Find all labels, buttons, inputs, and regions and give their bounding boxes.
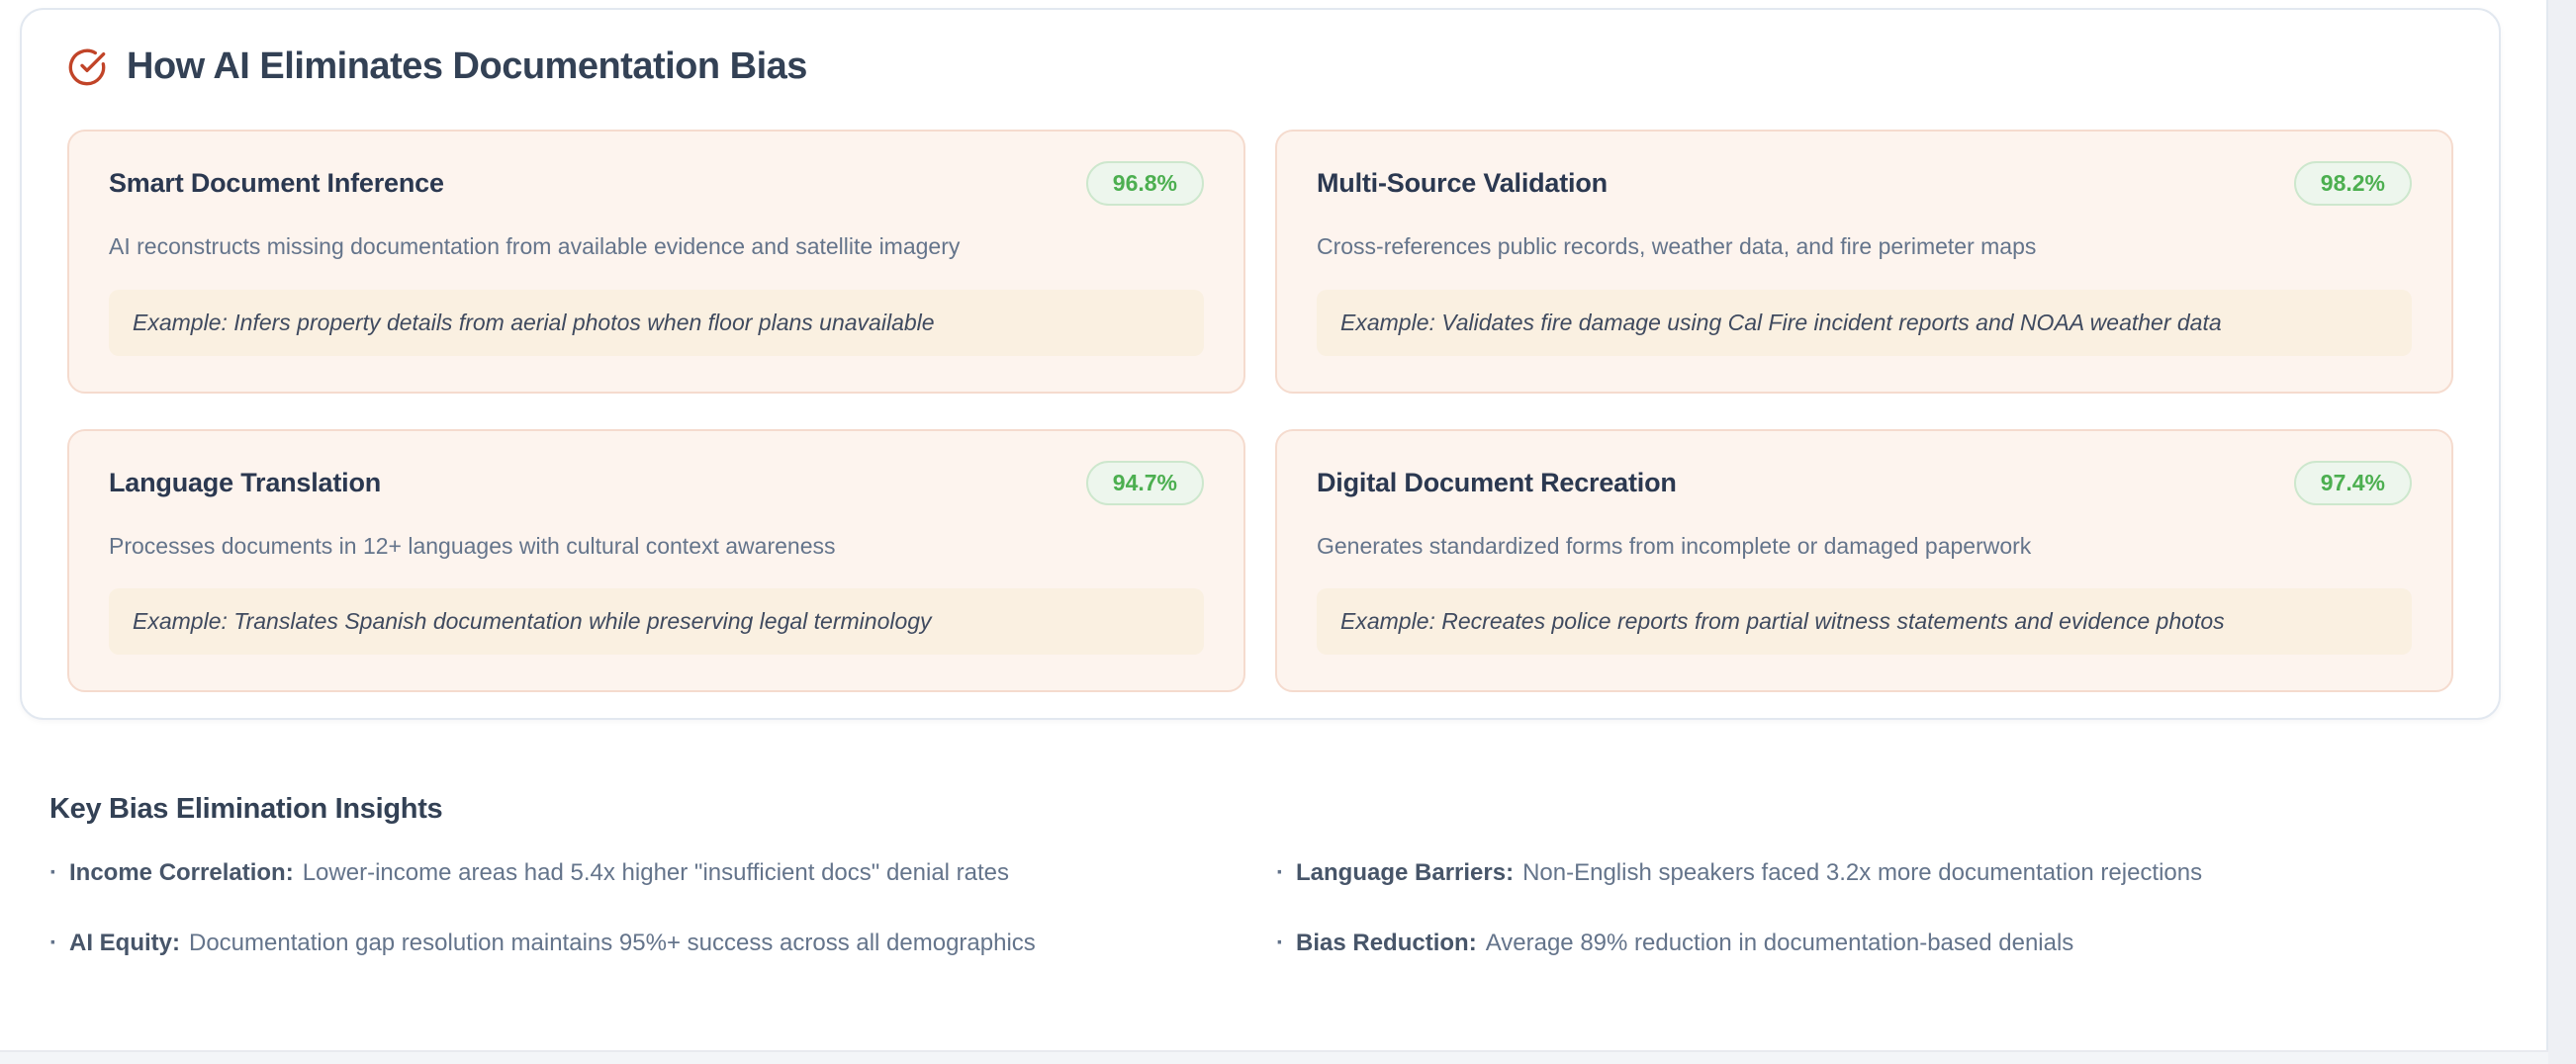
insight-text: Non-English speakers faced 3.2x more doc… <box>1522 859 2203 886</box>
ai-bias-panel: How AI Eliminates Documentation Bias Sma… <box>20 8 2501 720</box>
bullet-marker: · <box>1276 930 1284 957</box>
card-title: Language Translation <box>109 467 382 497</box>
card-header: Multi-Source Validation 98.2% <box>1317 161 2412 206</box>
bullet-marker: · <box>1276 859 1284 886</box>
card-example: Example: Validates fire damage using Cal… <box>1317 289 2412 356</box>
panel-title-row: How AI Eliminates Documentation Bias <box>67 45 2453 88</box>
method-cards-grid: Smart Document Inference 96.8% AI recons… <box>67 130 2453 692</box>
bullet-marker: · <box>49 930 57 957</box>
card-description: AI reconstructs missing documentation fr… <box>109 233 961 259</box>
insight-label: Language Barriers: <box>1296 859 1515 886</box>
score-badge: 94.7% <box>1085 460 1204 505</box>
insight-text: Documentation gap resolution maintains 9… <box>189 930 1036 957</box>
insight-income-correlation: · Income Correlation: Lower-income areas … <box>49 857 1276 888</box>
card-title: Multi-Source Validation <box>1317 168 1608 198</box>
section-divider <box>0 1050 2548 1064</box>
card-digital-document-recreation: Digital Document Recreation 97.4% Genera… <box>1275 428 2453 692</box>
score-badge: 96.8% <box>1085 161 1204 206</box>
card-header: Language Translation 94.7% <box>109 460 1204 505</box>
insights-heading: Key Bias Elimination Insights <box>49 793 443 825</box>
insight-ai-equity: · AI Equity: Documentation gap resolution… <box>49 928 1276 958</box>
insight-label: Bias Reduction: <box>1296 930 1477 957</box>
card-description: Generates standardized forms from incomp… <box>1317 532 2032 559</box>
card-example: Example: Translates Spanish documentatio… <box>109 588 1204 655</box>
card-description: Processes documents in 12+ languages wit… <box>109 532 836 559</box>
card-header: Digital Document Recreation 97.4% <box>1317 460 2412 505</box>
panel-title: How AI Eliminates Documentation Bias <box>127 45 807 87</box>
insights-grid: · Income Correlation: Lower-income areas … <box>49 857 2493 958</box>
card-example: Example: Recreates police reports from p… <box>1317 588 2412 655</box>
card-title: Smart Document Inference <box>109 168 444 198</box>
insight-text: Lower-income areas had 5.4x higher "insu… <box>302 859 1010 886</box>
score-badge: 97.4% <box>2293 460 2412 505</box>
card-multi-source-validation: Multi-Source Validation 98.2% Cross-refe… <box>1275 130 2453 394</box>
key-insights-section: Key Bias Elimination Insights · Income C… <box>49 793 2493 958</box>
card-smart-document-inference: Smart Document Inference 96.8% AI recons… <box>67 130 1245 394</box>
card-title: Digital Document Recreation <box>1317 467 1677 497</box>
card-description: Cross-references public records, weather… <box>1317 233 2037 259</box>
insight-label: AI Equity: <box>69 930 180 957</box>
insight-bias-reduction: · Bias Reduction: Average 89% reduction i… <box>1276 928 2493 958</box>
bullet-marker: · <box>49 859 57 886</box>
card-example: Example: Infers property details from ae… <box>109 289 1204 356</box>
insight-label: Income Correlation: <box>69 859 294 886</box>
insight-language-barriers: · Language Barriers: Non-English speakers… <box>1276 857 2493 888</box>
card-language-translation: Language Translation 94.7% Processes doc… <box>67 428 1245 692</box>
check-circle-icon <box>67 47 107 87</box>
score-badge: 98.2% <box>2293 161 2412 206</box>
card-header: Smart Document Inference 96.8% <box>109 161 1204 206</box>
insight-text: Average 89% reduction in documentation-b… <box>1485 930 2074 957</box>
